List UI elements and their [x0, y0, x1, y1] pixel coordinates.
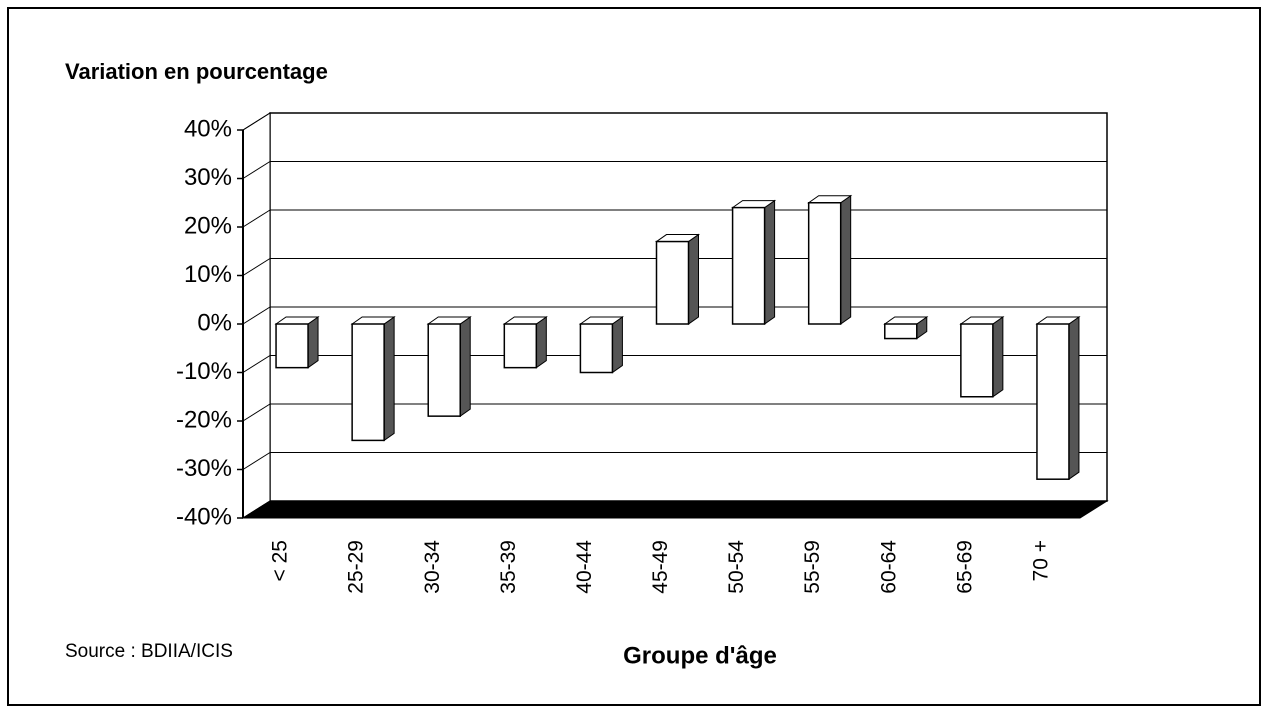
- x-tick-label: 50-54: [725, 540, 748, 594]
- source-note: Source : BDIIA/ICIS: [65, 641, 233, 662]
- grid-line: [242, 306, 271, 325]
- grid-line: [242, 452, 271, 470]
- y-tick-label: 0%: [197, 309, 232, 336]
- bar-side: [1068, 316, 1080, 481]
- bar-side: [611, 316, 623, 374]
- floor: [241, 500, 1109, 519]
- grid-line: [242, 112, 271, 131]
- bar: [502, 316, 548, 369]
- bar-side: [307, 316, 319, 369]
- bar: [426, 316, 472, 418]
- x-tick-label: 70 +: [1030, 540, 1053, 581]
- grid-line: [242, 161, 271, 179]
- bar: [731, 199, 777, 325]
- grid-line: [242, 355, 271, 373]
- y-tick-label: 30%: [184, 164, 232, 191]
- bar-side: [992, 316, 1004, 398]
- bar-front: [807, 202, 842, 325]
- grid-line: [242, 500, 271, 519]
- bar: [274, 316, 320, 369]
- x-tick-label: 65-69: [953, 540, 976, 594]
- y-tick-label: 40%: [184, 115, 232, 142]
- bar-front: [503, 323, 538, 369]
- y-tick-label: 20%: [184, 212, 232, 239]
- chart-title: Variation en pourcentage: [65, 59, 328, 84]
- x-tick-label: 30-34: [421, 540, 444, 594]
- bar-side: [535, 316, 547, 369]
- bar: [578, 316, 624, 374]
- grid-line: [242, 209, 271, 228]
- bar-front: [960, 323, 994, 398]
- bar-front: [731, 206, 766, 325]
- y-tick-label: 10%: [184, 261, 232, 288]
- y-tick-label: -40%: [176, 503, 232, 530]
- x-tick-label: 60-64: [877, 540, 900, 594]
- x-tick-label: 55-59: [801, 540, 824, 594]
- bar-front: [351, 323, 385, 442]
- bar-front: [1036, 323, 1070, 480]
- bar: [807, 194, 853, 325]
- grid-line: [242, 258, 271, 276]
- bar: [350, 316, 396, 442]
- grid-line: [242, 403, 271, 422]
- bar-side: [459, 316, 471, 418]
- x-tick-label: 40-44: [573, 540, 596, 594]
- bar-side: [688, 233, 699, 325]
- y-tick-label: -20%: [176, 406, 232, 433]
- bar-side: [383, 316, 395, 442]
- bar-front: [579, 323, 614, 374]
- x-tick-label: 35-39: [497, 540, 520, 594]
- x-tick-label: 25-29: [345, 540, 368, 594]
- y-tick-label: -30%: [176, 455, 232, 482]
- bar: [883, 316, 929, 340]
- y-tick-label: -10%: [176, 358, 232, 385]
- bar-front: [884, 323, 918, 340]
- bar: [1035, 316, 1081, 481]
- x-tick-label: 45-49: [649, 540, 672, 594]
- bar-front: [655, 240, 690, 325]
- bar-front: [427, 323, 461, 417]
- x-tick-label: < 25: [269, 540, 292, 581]
- bar-side: [764, 199, 776, 325]
- bar-front: [275, 323, 309, 369]
- bar: [959, 316, 1005, 398]
- bar: [654, 233, 701, 325]
- x-axis-label: Groupe d'âge: [623, 642, 777, 669]
- frame: [7, 7, 1261, 706]
- bar-side: [840, 194, 852, 325]
